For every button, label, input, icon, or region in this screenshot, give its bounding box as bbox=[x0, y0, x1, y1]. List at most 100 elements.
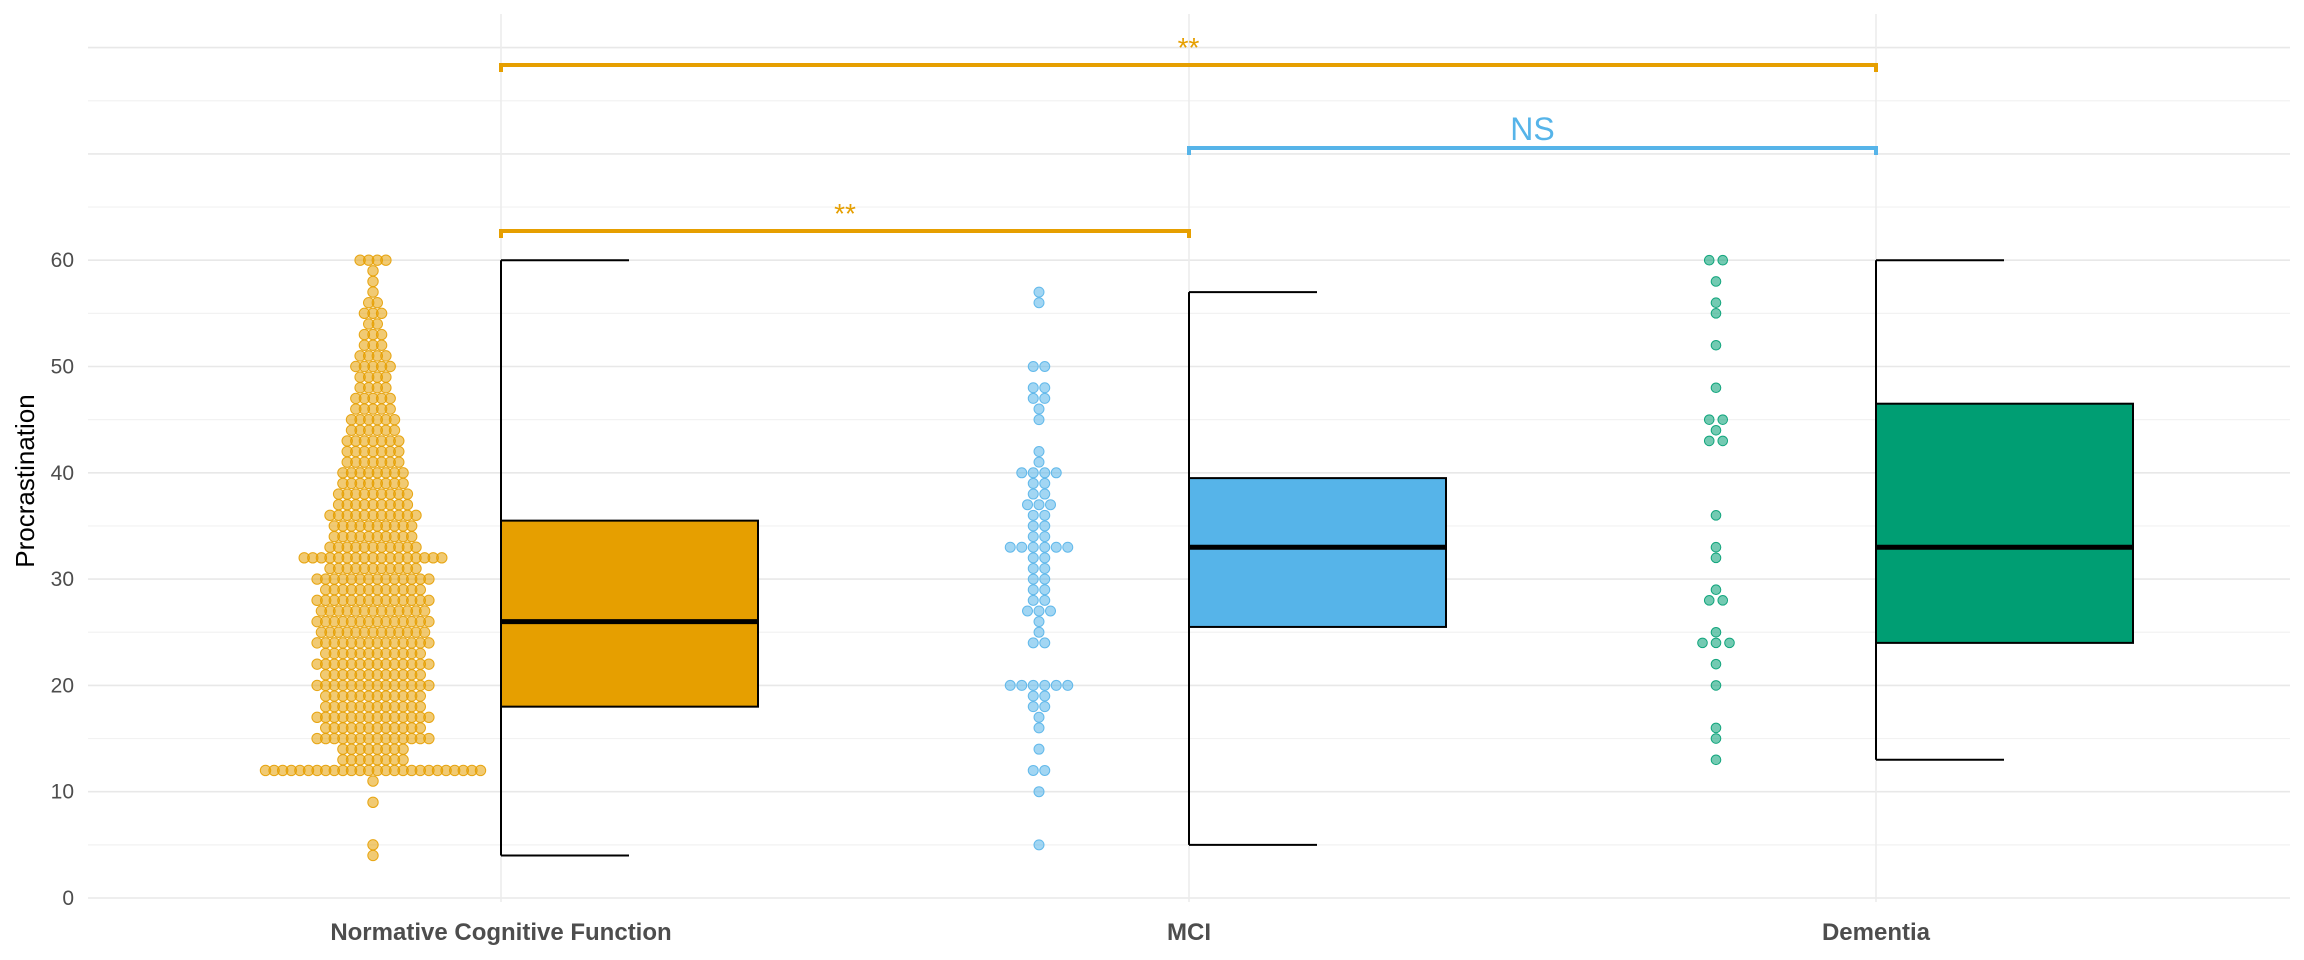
data-point bbox=[367, 286, 379, 298]
data-point bbox=[1039, 701, 1051, 713]
data-point bbox=[1045, 605, 1056, 617]
significance-label: ** bbox=[1178, 32, 1200, 63]
y-tick-label: 10 bbox=[51, 781, 74, 804]
data-point bbox=[1717, 595, 1729, 606]
data-point bbox=[367, 275, 379, 288]
data-point bbox=[1039, 531, 1051, 543]
data-point bbox=[1027, 382, 1039, 394]
bracket-line bbox=[1187, 146, 1878, 155]
data-point bbox=[1027, 764, 1039, 776]
data-point bbox=[1710, 637, 1722, 649]
data-point bbox=[380, 254, 392, 266]
data-point bbox=[423, 679, 435, 692]
data-point bbox=[1004, 541, 1016, 553]
data-point bbox=[1033, 616, 1045, 628]
data-point bbox=[1039, 541, 1051, 553]
data-point bbox=[1039, 509, 1051, 521]
data-point bbox=[1039, 467, 1051, 479]
box-group bbox=[1188, 291, 1447, 846]
data-point bbox=[1033, 286, 1045, 298]
bracket-line bbox=[499, 63, 1878, 72]
data-point bbox=[1039, 562, 1051, 574]
data-point bbox=[1710, 510, 1722, 521]
data-point bbox=[423, 573, 435, 585]
x-category-label: MCI bbox=[1167, 919, 1211, 946]
data-point bbox=[367, 849, 379, 862]
data-point bbox=[1710, 424, 1722, 436]
data-point bbox=[1039, 552, 1051, 564]
data-point bbox=[1039, 584, 1051, 596]
data-point bbox=[1039, 764, 1051, 776]
data-point bbox=[414, 722, 426, 734]
x-category-label: Normative Cognitive Function bbox=[330, 919, 671, 946]
data-point bbox=[1062, 541, 1074, 553]
data-point bbox=[397, 754, 409, 766]
data-point bbox=[384, 403, 396, 415]
box-group bbox=[500, 259, 759, 857]
data-point bbox=[1710, 308, 1722, 319]
data-point bbox=[406, 530, 418, 543]
data-point bbox=[1033, 626, 1045, 638]
data-point bbox=[423, 615, 435, 628]
data-point bbox=[367, 265, 379, 277]
data-point bbox=[397, 743, 409, 755]
data-point bbox=[367, 839, 379, 851]
data-point bbox=[393, 435, 405, 447]
data-point bbox=[1033, 403, 1045, 415]
data-point bbox=[1027, 531, 1039, 543]
data-point bbox=[406, 520, 418, 532]
data-point bbox=[1027, 488, 1039, 500]
data-point bbox=[1033, 743, 1045, 755]
data-point bbox=[1033, 786, 1045, 798]
data-point bbox=[1027, 679, 1039, 691]
data-point bbox=[1050, 467, 1062, 479]
y-axis-title: Procrastination bbox=[10, 394, 40, 567]
significance-bracket: ** bbox=[499, 32, 1878, 72]
data-point bbox=[1027, 573, 1039, 585]
data-point bbox=[1710, 382, 1722, 394]
data-point bbox=[1027, 509, 1039, 521]
data-point bbox=[397, 467, 409, 479]
significance-bracket: ** bbox=[499, 198, 1191, 238]
data-point bbox=[1710, 733, 1722, 744]
data-point bbox=[414, 700, 426, 713]
data-point bbox=[380, 350, 392, 362]
data-point bbox=[1027, 690, 1039, 702]
box-group bbox=[1875, 259, 2134, 761]
data-point bbox=[1703, 435, 1715, 447]
data-point bbox=[371, 297, 383, 309]
data-point bbox=[436, 552, 448, 564]
data-point bbox=[1039, 594, 1051, 606]
data-point bbox=[401, 488, 414, 500]
data-point bbox=[1710, 552, 1722, 564]
data-point bbox=[1033, 499, 1045, 511]
y-tick-label: 20 bbox=[51, 674, 74, 697]
data-point bbox=[1027, 477, 1039, 489]
data-point bbox=[367, 796, 379, 809]
data-point bbox=[1027, 467, 1039, 479]
data-point bbox=[1062, 679, 1074, 691]
data-point bbox=[388, 413, 401, 426]
data-point bbox=[1050, 679, 1062, 691]
data-point bbox=[423, 658, 435, 670]
data-point bbox=[423, 637, 435, 649]
data-point bbox=[1039, 520, 1051, 532]
data-point bbox=[1045, 499, 1056, 511]
data-point bbox=[375, 307, 388, 320]
data-point bbox=[1710, 584, 1722, 596]
data-point bbox=[1703, 595, 1715, 606]
data-point bbox=[1033, 414, 1045, 426]
data-point bbox=[1027, 584, 1039, 596]
data-point bbox=[1027, 594, 1039, 606]
data-point bbox=[1027, 541, 1039, 553]
data-point bbox=[1710, 297, 1722, 309]
data-point bbox=[1717, 414, 1729, 425]
data-point bbox=[474, 764, 487, 777]
data-point bbox=[393, 445, 405, 458]
data-point bbox=[1027, 361, 1039, 372]
data-point bbox=[410, 562, 422, 575]
data-point bbox=[1703, 254, 1715, 266]
data-point bbox=[1033, 297, 1045, 309]
data-point bbox=[397, 477, 409, 490]
